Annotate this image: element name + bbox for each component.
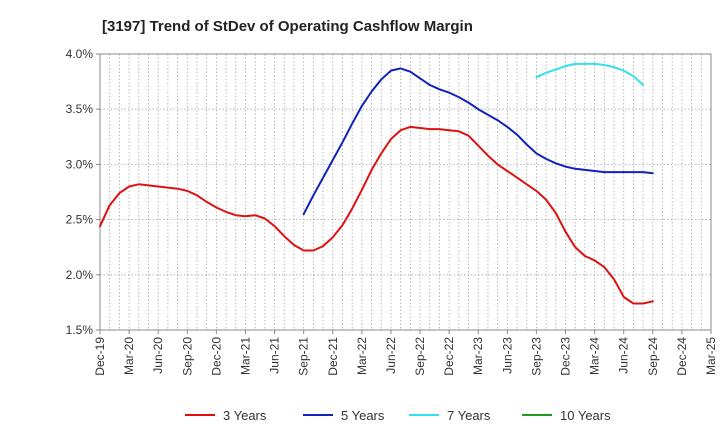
grid: [100, 54, 711, 330]
x-tick-label: Mar-22: [355, 337, 369, 375]
x-tick-label: Dec-20: [209, 337, 223, 376]
x-tick-label: Mar-24: [588, 337, 602, 375]
series-group: [99, 62, 654, 305]
y-tick-label: 1.5%: [66, 323, 94, 337]
x-tick-label: Sep-20: [180, 337, 194, 376]
x-tick-label: Jun-24: [617, 337, 631, 374]
y-axis: 1.5% 2.0% 2.5% 3.0% 3.5% 4.0%: [66, 47, 100, 337]
x-tick-label: Mar-21: [238, 337, 252, 375]
x-tick-label: Dec-23: [559, 337, 573, 376]
x-tick-label: Jun-20: [151, 337, 165, 374]
y-tick-label: 3.5%: [66, 102, 94, 116]
legend-label: 3 Years: [223, 408, 267, 423]
x-tick-label: Sep-24: [646, 337, 660, 376]
legend-label: 5 Years: [341, 408, 385, 423]
plot-frame: [99, 53, 712, 331]
legend-label: 10 Years: [560, 408, 611, 423]
legend-label: 7 Years: [447, 408, 491, 423]
x-tick-label: Mar-20: [122, 337, 136, 375]
series-line-3-years: [99, 125, 654, 305]
y-tick-label: 2.0%: [66, 268, 94, 282]
x-tick-label: Sep-23: [529, 337, 543, 376]
x-tick-label: Mar-23: [471, 337, 485, 375]
x-tick-label: Mar-25: [704, 337, 718, 375]
x-tick-label: Jun-21: [268, 337, 282, 374]
x-tick-label: Jun-22: [384, 337, 398, 374]
x-tick-label: Sep-22: [413, 337, 427, 376]
series-line-7-years: [535, 62, 645, 86]
y-tick-label: 3.0%: [66, 157, 94, 171]
x-tick-label: Sep-21: [297, 337, 311, 376]
x-tick-label: Dec-21: [326, 337, 340, 376]
x-tick-label: Dec-19: [93, 337, 107, 376]
legend: 3 Years 5 Years 7 Years 10 Years: [185, 408, 611, 423]
x-tick-label: Dec-24: [675, 337, 689, 376]
x-axis: Dec-19 Mar-20 Jun-20 Sep-20 Dec-20 Mar-21 Jun-…: [93, 330, 718, 376]
x-tick-label: Dec-22: [442, 337, 456, 376]
series-line-5-years: [302, 67, 654, 216]
y-tick-label: 4.0%: [66, 47, 94, 61]
y-tick-label: 2.5%: [66, 213, 94, 227]
chart-title: [3197] Trend of StDev of Operating Cashf…: [102, 18, 473, 35]
x-tick-label: Jun-23: [500, 337, 514, 374]
